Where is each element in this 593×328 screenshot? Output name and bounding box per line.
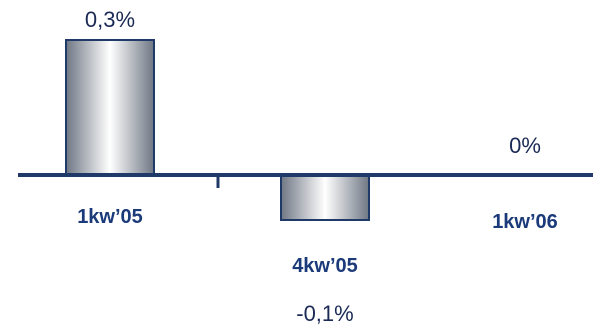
- bar-1: [65, 39, 155, 176]
- category-label-3: 1kw’06: [492, 211, 558, 233]
- bar-2: [280, 174, 370, 221]
- category-label-2: 4kw’05: [292, 255, 358, 277]
- labels-layer: 0,3% 1kw’05 -0,1% 4kw’05 0% 1kw’06: [77, 7, 558, 326]
- data-label-1: 0,3%: [85, 7, 135, 32]
- bars-layer: [65, 39, 370, 221]
- data-label-2: -0,1%: [296, 301, 353, 326]
- category-label-1: 1kw’05: [77, 206, 143, 228]
- data-label-3: 0%: [509, 133, 541, 158]
